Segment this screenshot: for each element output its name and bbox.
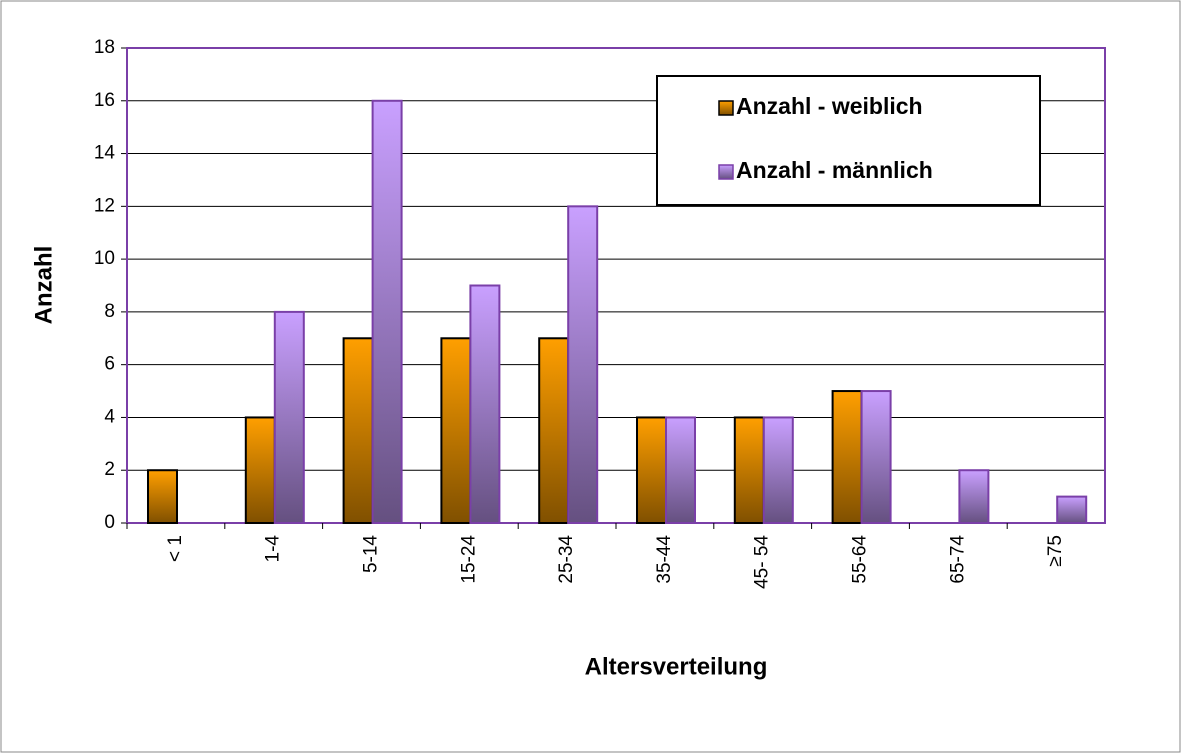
y-tick-label: 4 — [104, 406, 115, 427]
bar — [636, 416, 667, 525]
legend-label: Anzahl - weiblich — [736, 93, 923, 119]
bar — [567, 205, 599, 524]
bar — [342, 337, 374, 524]
x-tick-label: < 1 — [165, 535, 186, 562]
x-tick-label: 45- 54 — [752, 535, 773, 589]
bar — [733, 416, 765, 525]
bar — [273, 310, 305, 524]
bar — [831, 390, 863, 524]
bar — [1056, 495, 1088, 525]
bar — [860, 390, 892, 524]
bar — [538, 337, 570, 524]
y-tick-label: 2 — [104, 459, 115, 480]
legend-label: Anzahl - männlich — [736, 157, 933, 183]
x-tick-label: 25-34 — [556, 535, 577, 584]
bar — [440, 337, 472, 524]
y-tick-label: 10 — [94, 248, 115, 269]
x-tick-label: ≥75 — [1045, 535, 1066, 567]
bar — [244, 416, 276, 525]
x-tick-label: 15-24 — [458, 535, 479, 584]
y-tick-label: 0 — [104, 512, 115, 533]
x-tick-label: 35-44 — [654, 535, 675, 584]
y-tick-label: 16 — [94, 90, 115, 111]
x-tick-label: 1-4 — [263, 535, 284, 563]
y-tick-label: 8 — [104, 301, 115, 322]
x-tick-label: 55-64 — [850, 535, 871, 584]
bar — [469, 284, 501, 524]
bar — [665, 416, 696, 525]
bar — [147, 469, 178, 525]
bar — [371, 99, 403, 525]
legend — [656, 75, 1041, 206]
bar — [762, 416, 794, 525]
y-tick-label: 14 — [94, 143, 116, 164]
legend-swatch — [718, 164, 734, 180]
y-tick-label: 12 — [94, 195, 115, 216]
x-tick-label: 65-74 — [947, 535, 968, 584]
y-tick-label: 18 — [94, 37, 115, 58]
x-axis-label: Altersverteilung — [585, 653, 768, 680]
x-tick-label: 5-14 — [361, 535, 382, 573]
y-tick-label: 6 — [104, 354, 115, 375]
legend-swatch — [718, 100, 734, 116]
y-axis-label: Anzahl — [30, 246, 57, 325]
bar — [958, 469, 990, 525]
